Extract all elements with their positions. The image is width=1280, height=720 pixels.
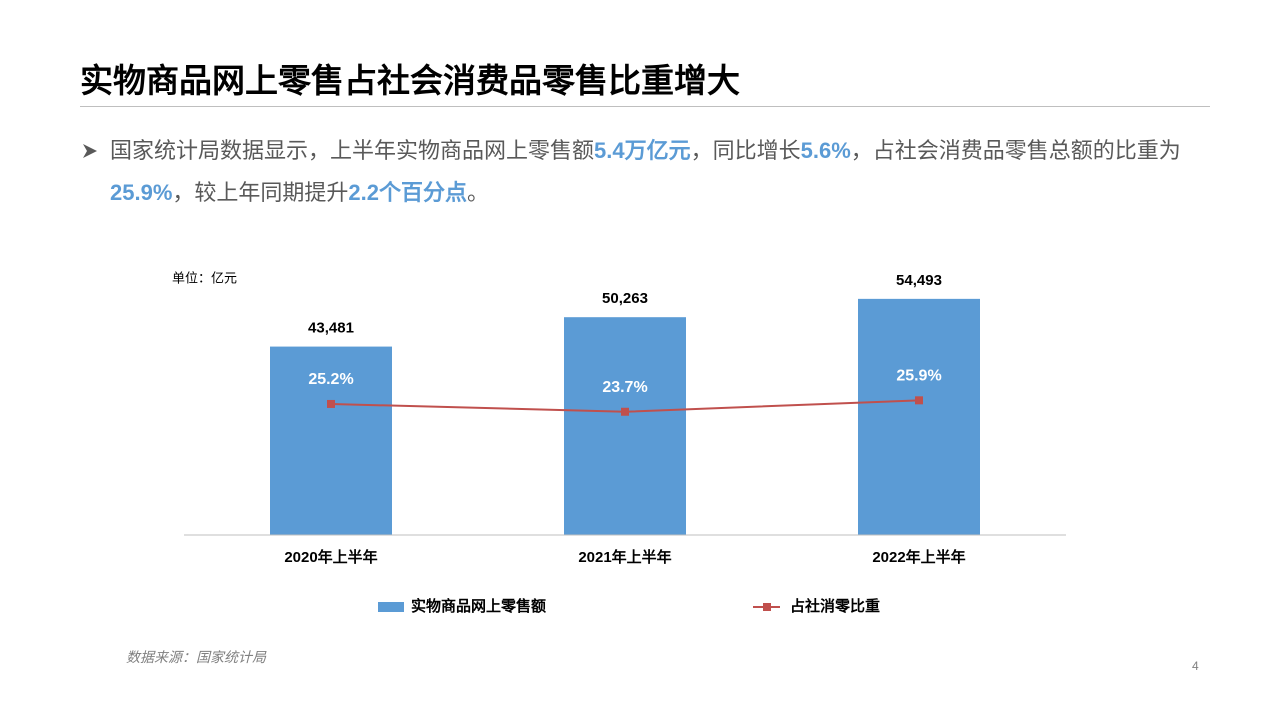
x-tick-label: 2022年上半年 <box>872 548 965 566</box>
source-note: 数据来源：国家统计局 <box>126 649 266 665</box>
bullet-run: ，同比增长 <box>690 138 801 163</box>
line-marker <box>327 399 335 408</box>
emphasis-text: 5.4万亿元 <box>594 138 691 163</box>
line-value-label: 25.2% <box>308 371 353 388</box>
bar <box>858 298 980 535</box>
legend-marker <box>763 603 771 611</box>
legend-swatch <box>378 602 404 612</box>
x-tick-label: 2021年上半年 <box>578 548 671 566</box>
bullet-run: ，较上年同期提升 <box>172 180 349 205</box>
bar <box>270 346 392 535</box>
bar-value-label: 43,481 <box>308 320 354 337</box>
bullet-run: ，占社会消费品零售总额的比重为 <box>850 138 1181 163</box>
legend-label: 占社消零比重 <box>790 597 880 615</box>
line-marker <box>621 407 629 416</box>
bullet-run: 国家统计局数据显示，上半年实物商品网上零售额 <box>110 138 595 163</box>
bar-value-label: 54,493 <box>896 272 942 289</box>
title-rule <box>80 106 1210 107</box>
bullet-run: 。 <box>467 180 490 205</box>
page-number: 4 <box>1192 659 1199 673</box>
emphasis-text: 5.6% <box>800 138 851 163</box>
bar <box>564 317 686 535</box>
emphasis-text: 25.9% <box>110 180 173 205</box>
legend-label: 实物商品网上零售额 <box>411 597 546 615</box>
bar-value-label: 50,263 <box>602 290 648 307</box>
line-marker <box>915 396 923 405</box>
bullet-text: 国家统计局数据显示，上半年实物商品网上零售额5.4万亿元，同比增长5.6%，占社… <box>110 130 1220 214</box>
emphasis-text: 2.2个百分点 <box>348 180 467 205</box>
bullet-arrow <box>83 144 97 158</box>
unit-label: 单位：亿元 <box>172 270 237 285</box>
x-tick-label: 2020年上半年 <box>284 548 377 566</box>
line-value-label: 25.9% <box>896 368 941 385</box>
line-value-label: 23.7% <box>602 379 647 396</box>
slide-title: 实物商品网上零售占社会消费品零售比重增大 <box>80 62 740 99</box>
